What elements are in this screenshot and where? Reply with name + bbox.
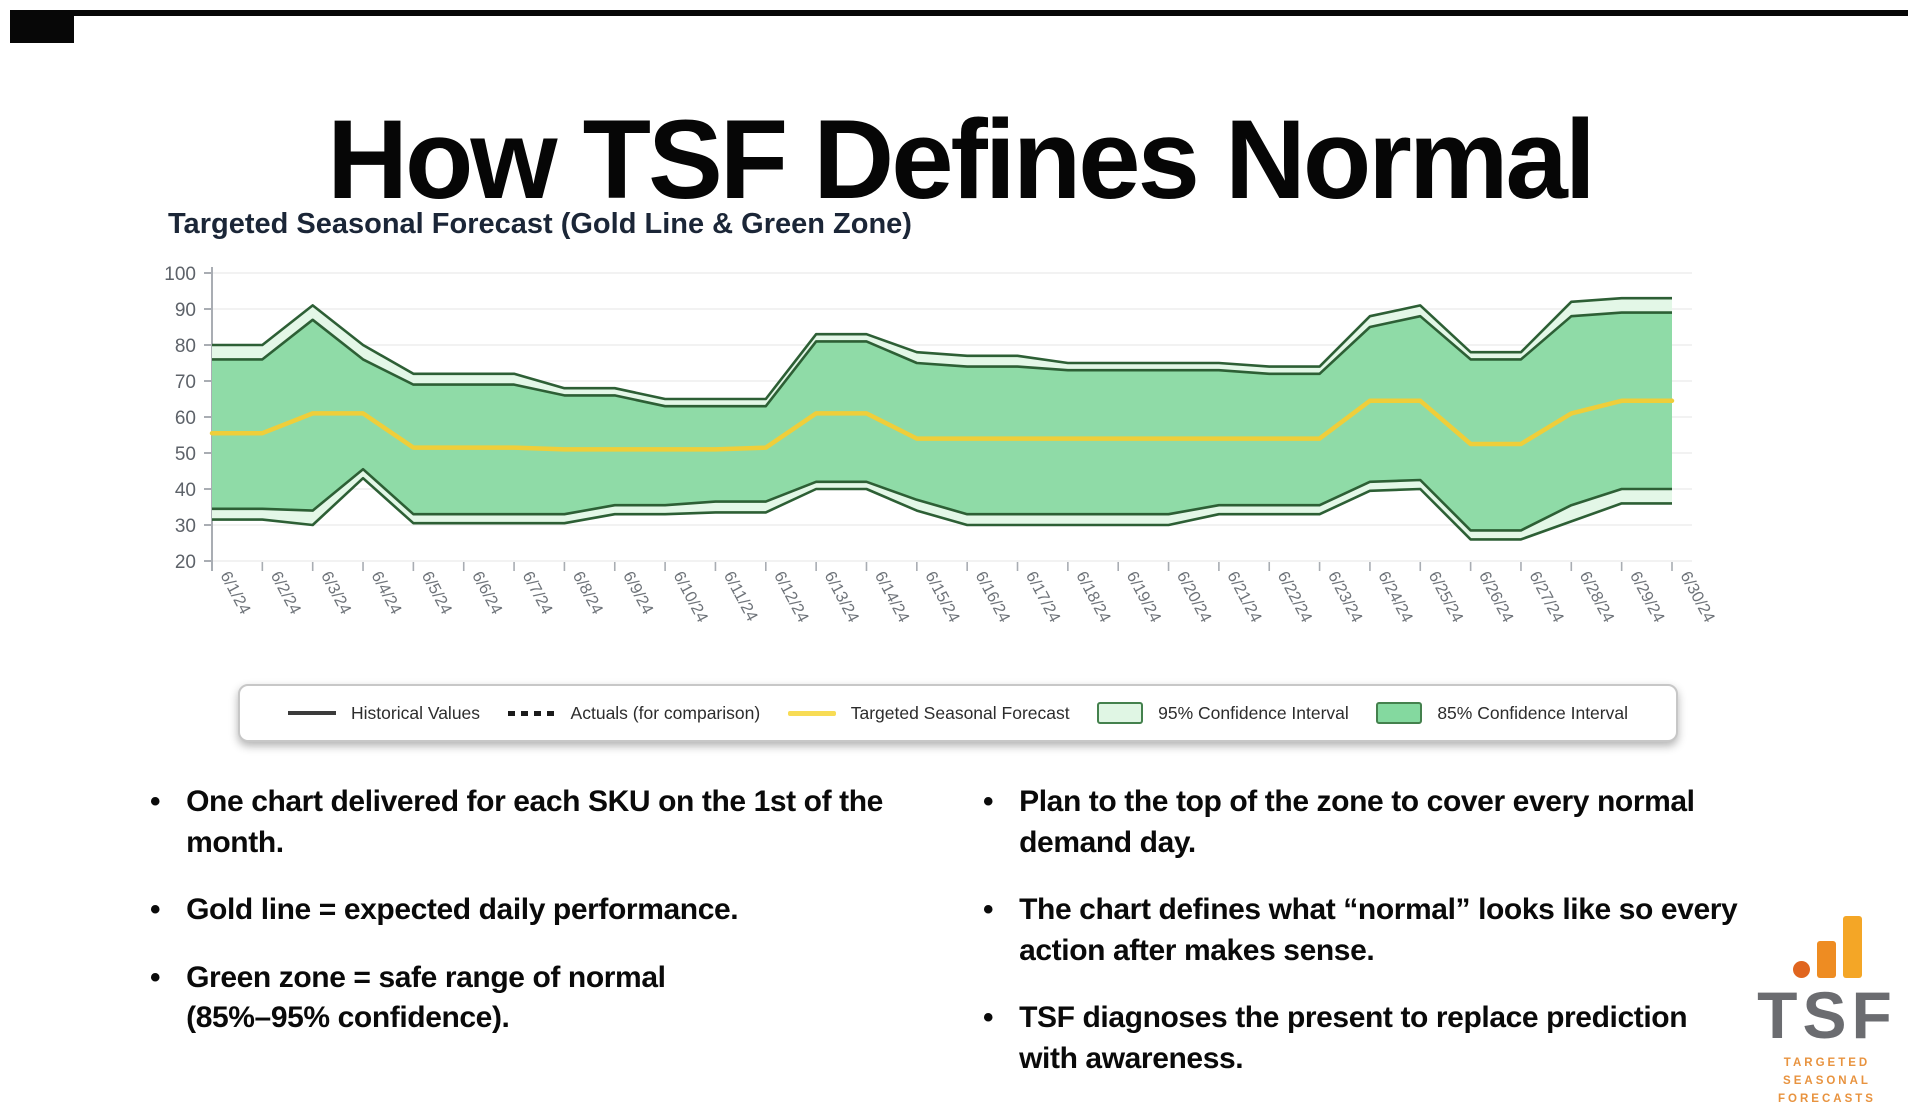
logo-subtitle-line2: SEASONAL FORECASTS bbox=[1778, 1075, 1876, 1105]
x-axis-label: 6/23/24 bbox=[1324, 568, 1366, 625]
bullet-text: Green zone = safe range of normal (85%–9… bbox=[186, 960, 666, 1035]
bullet-text: Gold line = expected daily performance. bbox=[186, 893, 739, 926]
logo-dot-icon bbox=[1792, 961, 1810, 978]
chart-legend: Historical Values Actuals (for compariso… bbox=[238, 684, 1678, 742]
y-axis-label: 60 bbox=[175, 408, 196, 429]
x-axis-label: 6/24/24 bbox=[1374, 568, 1416, 625]
y-axis-label: 70 bbox=[175, 372, 196, 393]
historical-values-line-swatch bbox=[288, 711, 336, 715]
y-axis-label: 20 bbox=[175, 552, 196, 573]
slide-top-border bbox=[10, 10, 1908, 16]
x-axis-label: 6/27/24 bbox=[1525, 568, 1567, 625]
upper-85-line bbox=[212, 311, 1672, 408]
legend-item-actuals: Actuals (for comparison) bbox=[507, 702, 761, 724]
x-axis-label: 6/4/24 bbox=[368, 568, 405, 617]
list-item: • Gold line = expected daily performance… bbox=[150, 890, 950, 931]
x-axis-label: 6/14/24 bbox=[871, 568, 913, 625]
bullet-dot: • bbox=[983, 893, 994, 926]
x-axis-label: 6/25/24 bbox=[1425, 568, 1467, 625]
confidence-band-85 bbox=[212, 312, 1672, 531]
bullet-dot: • bbox=[150, 785, 161, 818]
x-axis-label: 6/21/24 bbox=[1223, 568, 1265, 625]
x-axis-label: 6/9/24 bbox=[619, 568, 656, 617]
x-axis-label: 6/1/24 bbox=[216, 568, 253, 617]
targeted-seasonal-forecast-line bbox=[209, 398, 1675, 452]
bar-chart-icon bbox=[1735, 916, 1919, 978]
slide: { "page": { "title": "How TSF Defines No… bbox=[10, 10, 1919, 1105]
x-axis-label: 6/7/24 bbox=[519, 568, 556, 617]
x-axis-label: 6/6/24 bbox=[468, 568, 505, 617]
ci-85-fill-swatch bbox=[1376, 702, 1423, 724]
legend-label: Actuals (for comparison) bbox=[570, 702, 761, 723]
bullet-list-right: • Plan to the top of the zone to cover e… bbox=[983, 782, 1803, 1106]
x-axis-label: 6/29/24 bbox=[1626, 568, 1668, 625]
forecast-chart: 100 90 80 70 60 50 40 30 20 6/1/24 6/2/24 6/3/24 6/4… bbox=[164, 264, 1718, 625]
legend-item-historical-values: Historical Values bbox=[288, 703, 480, 724]
x-axis-label: 6/12/24 bbox=[770, 568, 812, 625]
lower-85-line bbox=[212, 467, 1672, 532]
lower-95-line bbox=[212, 476, 1672, 541]
x-axis-label: 6/16/24 bbox=[972, 568, 1014, 625]
bullet-text: Plan to the top of the zone to cover eve… bbox=[1019, 785, 1695, 859]
logo-subtitle-line1: TARGETED bbox=[1783, 1057, 1871, 1070]
list-item: • The chart defines what “normal” looks … bbox=[983, 890, 1803, 971]
forecast-gold-line-swatch bbox=[787, 710, 836, 716]
x-axis-label: 6/3/24 bbox=[317, 568, 354, 617]
y-axis-label: 30 bbox=[175, 516, 196, 537]
upper-95-line bbox=[212, 296, 1672, 401]
legend-item-targeted-seasonal-forecast: Targeted Seasonal Forecast bbox=[787, 702, 1070, 724]
logo-bar-tall bbox=[1842, 916, 1862, 978]
ci-95-fill-swatch bbox=[1097, 702, 1144, 724]
x-axis-label: 6/11/24 bbox=[720, 568, 761, 624]
bullet-text: The chart defines what “normal” looks li… bbox=[1019, 893, 1738, 967]
x-axis-label: 6/5/24 bbox=[418, 568, 455, 617]
x-axis-label: 6/10/24 bbox=[670, 568, 712, 625]
slide-top-corner-tab bbox=[10, 10, 74, 43]
legend-label: 85% Confidence Interval bbox=[1437, 702, 1628, 723]
legend-item-ci-95: 95% Confidence Interval bbox=[1097, 702, 1349, 724]
bullet-dot: • bbox=[150, 893, 161, 926]
x-axis-label: 6/19/24 bbox=[1123, 568, 1165, 625]
logo-wordmark: TSF bbox=[1757, 978, 1897, 1052]
bullet-list-left: • One chart delivered for each SKU on th… bbox=[150, 782, 950, 1066]
x-axis-label: 6/17/24 bbox=[1022, 568, 1064, 625]
x-axis-label: 6/22/24 bbox=[1274, 568, 1316, 625]
list-item: • Plan to the top of the zone to cover e… bbox=[983, 782, 1803, 863]
actuals-dotted-line-swatch bbox=[507, 710, 556, 716]
x-axis-label: 6/8/24 bbox=[569, 568, 606, 617]
list-item: • One chart delivered for each SKU on th… bbox=[150, 782, 950, 863]
bullet-dot: • bbox=[150, 960, 161, 994]
y-axis-label: 50 bbox=[175, 444, 196, 465]
legend-label: 95% Confidence Interval bbox=[1158, 702, 1349, 723]
bullet-dot: • bbox=[983, 1001, 994, 1034]
legend-label: Targeted Seasonal Forecast bbox=[850, 702, 1070, 723]
list-item: • TSF diagnoses the present to replace p… bbox=[983, 998, 1803, 1079]
x-axis-label: 6/30/24 bbox=[1676, 568, 1718, 625]
page-title: How TSF Defines Normal bbox=[327, 97, 1596, 223]
x-axis-label: 6/13/24 bbox=[821, 568, 863, 625]
y-axis-label: 80 bbox=[175, 336, 196, 357]
bullet-text: TSF diagnoses the present to replace pre… bbox=[1019, 1001, 1688, 1075]
logo-bar-medium bbox=[1816, 941, 1836, 978]
x-axis-label: 6/2/24 bbox=[267, 568, 304, 617]
x-axis-label: 6/28/24 bbox=[1576, 568, 1618, 625]
x-axis-label: 6/15/24 bbox=[921, 568, 963, 625]
x-axis-label: 6/18/24 bbox=[1072, 568, 1114, 625]
logo-subtitle: TARGETED SEASONAL FORECASTS bbox=[1735, 1055, 1919, 1108]
legend-item-ci-85: 85% Confidence Interval bbox=[1376, 702, 1628, 724]
legend-label: Historical Values bbox=[351, 702, 481, 723]
list-item: • Green zone = safe range of normal (85%… bbox=[150, 958, 950, 1039]
y-axis-label: 100 bbox=[164, 264, 196, 285]
y-axis-label: 90 bbox=[175, 300, 196, 321]
chart-title: Targeted Seasonal Forecast (Gold Line & … bbox=[168, 208, 912, 240]
x-axis-label: 6/20/24 bbox=[1173, 568, 1215, 625]
x-axis-label: 6/26/24 bbox=[1475, 568, 1517, 625]
bullet-dot: • bbox=[983, 785, 994, 818]
bullet-text: One chart delivered for each SKU on the … bbox=[186, 785, 883, 859]
y-axis-label: 40 bbox=[175, 480, 196, 501]
